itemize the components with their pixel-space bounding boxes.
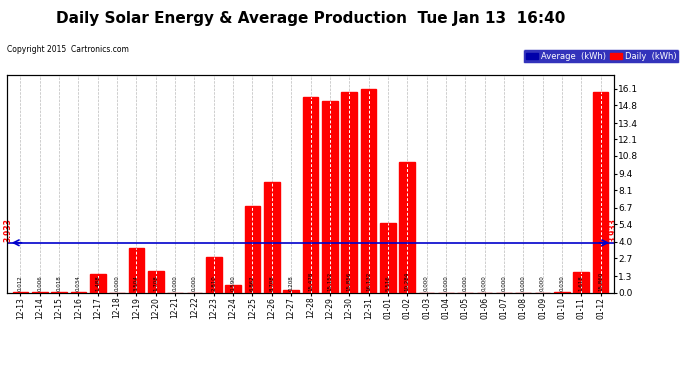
Text: 3.933: 3.933 xyxy=(3,217,12,242)
Text: 0.000: 0.000 xyxy=(482,276,487,291)
Bar xyxy=(573,272,589,292)
Text: 0.000: 0.000 xyxy=(521,276,526,291)
Bar xyxy=(129,248,144,292)
Text: Copyright 2015  Cartronics.com: Copyright 2015 Cartronics.com xyxy=(7,45,129,54)
Text: 0.000: 0.000 xyxy=(540,276,545,291)
Bar xyxy=(303,97,318,292)
Bar xyxy=(90,274,106,292)
Text: 8.708: 8.708 xyxy=(269,276,275,291)
Text: 0.000: 0.000 xyxy=(172,276,177,291)
Bar xyxy=(284,290,299,292)
Text: 0.000: 0.000 xyxy=(463,276,468,291)
Bar xyxy=(206,257,221,292)
Text: 15.856: 15.856 xyxy=(346,272,352,291)
Text: 0.018: 0.018 xyxy=(57,276,61,291)
Text: 3.504: 3.504 xyxy=(134,276,139,291)
Text: 15.478: 15.478 xyxy=(308,272,313,291)
Text: 0.012: 0.012 xyxy=(18,276,23,291)
Text: 15.152: 15.152 xyxy=(327,272,333,291)
Bar xyxy=(593,92,609,292)
Bar xyxy=(380,223,395,292)
Bar xyxy=(148,271,164,292)
Bar xyxy=(400,162,415,292)
Text: 0.000: 0.000 xyxy=(192,276,197,291)
Text: 0.030: 0.030 xyxy=(560,276,564,291)
Text: 2.810: 2.810 xyxy=(211,276,216,291)
Text: 0.006: 0.006 xyxy=(37,276,42,291)
Text: 10.284: 10.284 xyxy=(405,272,410,291)
Text: 1.488: 1.488 xyxy=(95,276,100,291)
Text: Daily Solar Energy & Average Production  Tue Jan 13  16:40: Daily Solar Energy & Average Production … xyxy=(56,11,565,26)
Bar xyxy=(245,206,260,292)
Text: 0.000: 0.000 xyxy=(424,276,429,291)
Text: 1.618: 1.618 xyxy=(579,276,584,291)
Text: 6.862: 6.862 xyxy=(250,276,255,291)
Bar xyxy=(342,92,357,292)
Text: 0.034: 0.034 xyxy=(76,276,81,291)
Text: 15.860: 15.860 xyxy=(598,272,603,291)
Text: 3.933: 3.933 xyxy=(609,217,618,242)
Bar xyxy=(322,101,337,292)
Bar xyxy=(264,182,279,292)
Text: 1.708: 1.708 xyxy=(153,276,158,291)
Text: 0.590: 0.590 xyxy=(230,276,236,291)
Bar xyxy=(226,285,241,292)
Text: 0.000: 0.000 xyxy=(115,276,119,291)
Bar xyxy=(361,88,376,292)
Legend: Average  (kWh), Daily  (kWh): Average (kWh), Daily (kWh) xyxy=(523,49,679,63)
Text: 0.000: 0.000 xyxy=(444,276,448,291)
Text: 0.208: 0.208 xyxy=(288,276,294,291)
Text: 5.516: 5.516 xyxy=(385,276,391,291)
Text: 16.132: 16.132 xyxy=(366,272,371,291)
Text: 0.000: 0.000 xyxy=(502,276,506,291)
